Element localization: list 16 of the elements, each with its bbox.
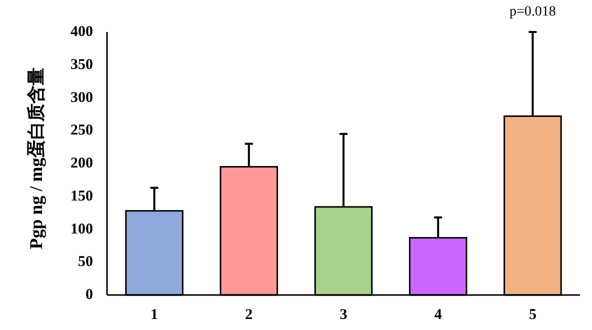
y-tick-label: 350 [70, 56, 93, 73]
y-tick-label: 150 [70, 188, 93, 204]
y-tick-label: 250 [70, 122, 93, 139]
x-tick-label: 1 [150, 307, 158, 323]
y-tick-label: 400 [70, 24, 93, 40]
x-tick-label: 5 [528, 307, 536, 323]
annotation: p=0.018 [509, 4, 556, 20]
y-tick-label: 300 [70, 90, 93, 106]
x-tick-label: 3 [340, 307, 348, 323]
y-tick-label: 0 [86, 287, 93, 303]
y-tick-label: 100 [70, 221, 93, 238]
y-tick-label: 200 [70, 156, 93, 172]
y-tick-label: 50 [78, 254, 93, 270]
x-tick-label: 4 [434, 307, 442, 323]
x-tick-label: 2 [245, 307, 253, 323]
y-axis-title: Pgp ng / mg蛋白质含量 [26, 68, 46, 250]
